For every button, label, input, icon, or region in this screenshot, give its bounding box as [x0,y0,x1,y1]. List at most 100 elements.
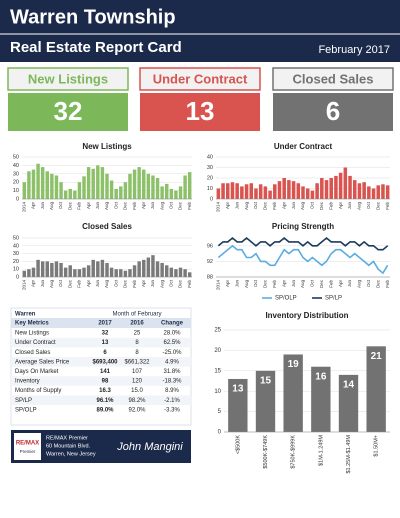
y-tick-label: 20 [13,259,19,265]
x-tick-label: Oct [113,279,118,287]
bar [142,259,146,277]
x-tick-label: Aug [104,202,109,211]
data-label: 15 [260,375,272,386]
table-title: Warren [15,312,36,318]
bar [282,178,286,199]
bar [59,182,63,199]
table-cell: Under Contract [15,340,56,346]
x-tick-label: Apr [31,202,36,210]
y-tick-label: 5 [218,409,222,415]
bar [36,259,40,277]
x-tick-label: Dec [375,201,380,210]
card-value: 13 [186,96,215,126]
bar [255,370,276,432]
x-tick-label: Dec [178,201,183,210]
bar [371,188,376,199]
x-tick-label: $500K-$749K [263,435,269,469]
y-tick-label: 20 [207,175,213,181]
bar [59,262,63,277]
x-tick-label: Aug [244,280,249,289]
table-cell: 8 [135,340,139,346]
line-series [217,244,389,275]
x-tick-label: Oct [366,279,371,287]
table-cell: 92.0% [128,407,146,413]
bar [50,173,54,199]
bar [258,184,263,199]
bar [151,175,155,199]
table-cell: 62.5% [163,340,181,346]
table-cell: -3.3% [164,407,180,413]
x-tick-label: Oct [113,201,118,209]
x-tick-label: Aug [104,280,109,289]
x-tick-label: Apr [338,202,343,210]
footer-address: 60 Mountain Blvd. [46,443,90,449]
table-period: Month of February [112,312,161,318]
table-cell: 89.0% [96,407,114,413]
bar [105,262,109,277]
x-tick-label: Oct [58,279,63,287]
chart-title: Inventory Distribution [265,311,348,320]
x-tick-label: Feb [187,202,192,210]
bar [174,190,178,199]
bar [45,171,49,199]
bar [320,178,324,199]
bar [27,269,31,277]
y-tick-label: 20 [13,180,19,186]
data-label: 13 [232,384,244,395]
bar [123,270,128,277]
bar [169,267,174,277]
bar [132,265,137,277]
bar [244,184,249,199]
bar [287,180,291,199]
x-tick-label: Apr [31,280,36,288]
x-tick-label: Aug [49,280,54,289]
line-series [217,236,389,251]
bar [22,182,27,199]
x-tick-label: Oct [253,201,258,209]
y-tick-label: 25 [214,328,221,334]
x-tick-label: Dec [319,201,324,210]
x-tick-label: Aug [159,202,164,211]
bar [338,374,359,432]
bar [63,190,68,199]
bar [273,184,277,199]
chart-title: Closed Sales [82,222,132,231]
x-tick-label: Jun [95,202,100,210]
bar [338,172,343,199]
bar [277,181,282,199]
table-cell: 15.0 [131,388,143,394]
y-tick-label: 50 [13,154,19,160]
bar [137,261,141,277]
y-tick-label: 30 [207,165,213,171]
table-cell: $693,400 [92,359,118,365]
bar [348,175,352,199]
table-cell: 16.3 [99,388,111,394]
bar [228,378,248,432]
y-tick-label: 40 [13,243,19,249]
bar [82,176,86,199]
table-cell: 98 [102,379,109,385]
bar [114,269,118,277]
x-tick-label: Oct [310,279,315,287]
bar [105,173,109,199]
chart-title: Under Contract [274,142,333,151]
x-tick-label: Apr [141,202,146,210]
bar [225,183,230,199]
bar [151,255,155,277]
x-tick-label: Aug [300,202,305,211]
bar [45,261,49,277]
bar [73,190,77,199]
x-tick-label: Oct [366,201,371,209]
bar [343,167,348,199]
bar [183,269,187,277]
bar [86,167,91,199]
table-cell: $661,322 [124,359,150,365]
card-value-box [273,93,393,131]
x-tick-label: Jun [234,202,239,210]
x-tick-label: Dec [67,201,72,210]
card-value: 6 [326,96,340,126]
x-tick-label: Dec [263,279,268,288]
bar [68,188,72,199]
bar [183,175,187,199]
bar [187,272,192,277]
